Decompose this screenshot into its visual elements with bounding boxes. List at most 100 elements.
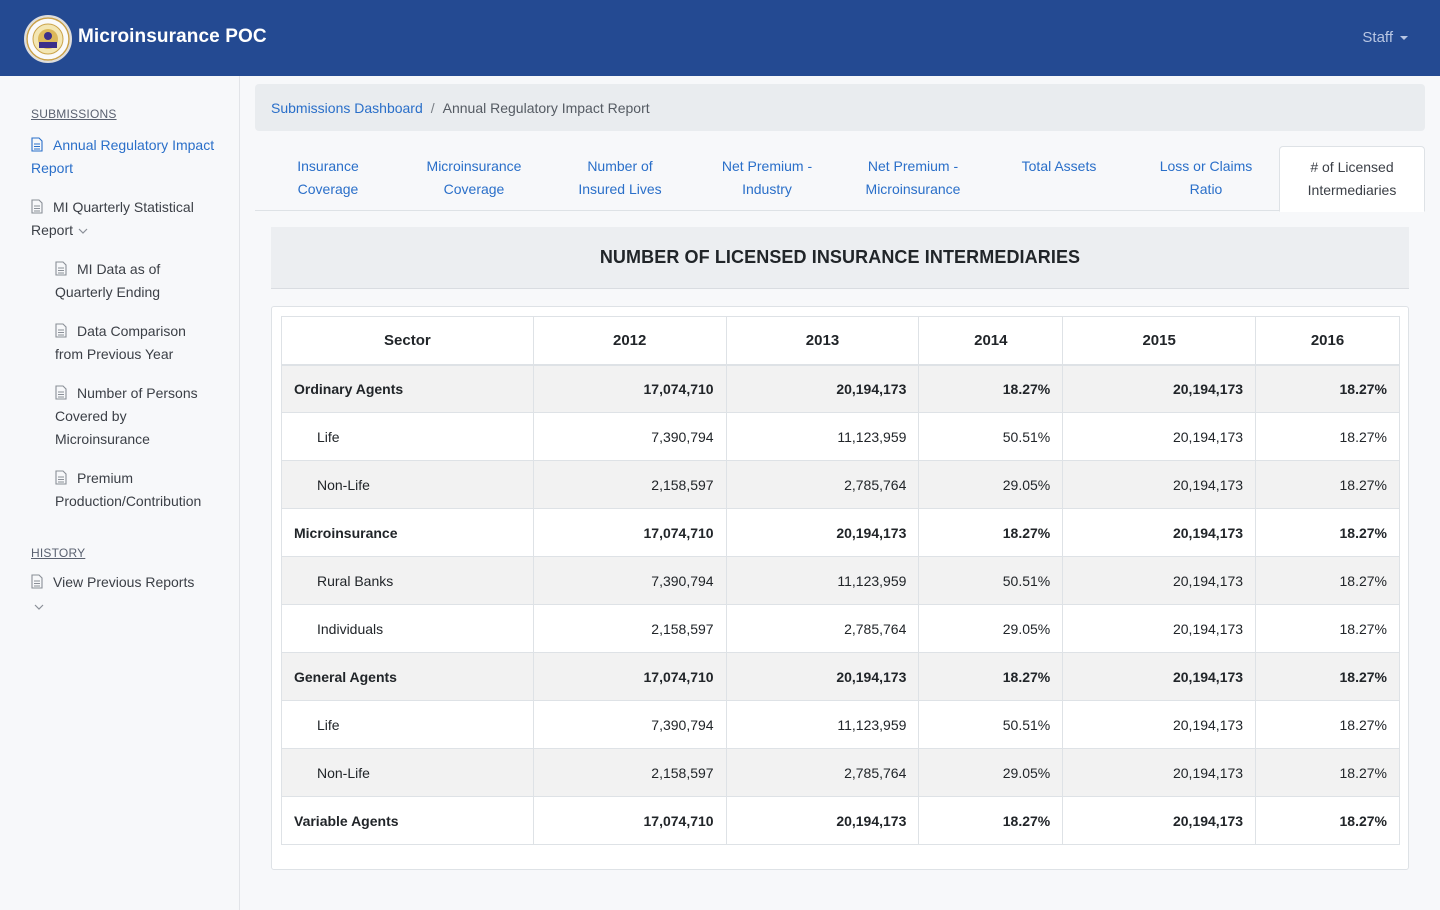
tab-insurance-coverage[interactable]: Insurance Coverage xyxy=(255,146,401,211)
sidebar-item-label: Number of Persons Covered by Microinsura… xyxy=(55,385,198,447)
table-cell: 2,158,597 xyxy=(532,748,727,797)
table-cell: 29.05% xyxy=(918,748,1064,797)
table-cell: 20,194,173 xyxy=(1062,748,1257,797)
tab-label-line2: Microinsurance xyxy=(865,181,961,197)
table-cell: 20,194,173 xyxy=(1062,604,1257,653)
table-cell: 18.27% xyxy=(1255,460,1400,509)
table-cell: 20,194,173 xyxy=(1062,652,1257,701)
sidebar-item-quarterly-report[interactable]: MI Quarterly Statistical Report xyxy=(31,196,221,242)
table-cell: 2,785,764 xyxy=(725,604,920,653)
tab-microinsurance-coverage[interactable]: Microinsurance Coverage xyxy=(401,146,547,211)
table-header-row: Sector 2012 2013 2014 2015 2016 xyxy=(281,316,1400,366)
table-cell: 7,390,794 xyxy=(532,556,727,605)
table-cell: 29.05% xyxy=(918,460,1064,509)
table-cell: 2,158,597 xyxy=(532,604,727,653)
user-menu-label: Staff xyxy=(1362,29,1393,46)
table-cell: Non-Life xyxy=(281,460,534,509)
table-cell: 50.51% xyxy=(918,556,1064,605)
tab-net-premium-industry[interactable]: Net Premium - Industry xyxy=(694,146,840,211)
table-cell: 17,074,710 xyxy=(532,652,727,701)
sidebar-item-label: MI Data as of Quarterly Ending xyxy=(55,261,161,300)
report-header: NUMBER OF LICENSED INSURANCE INTERMEDIAR… xyxy=(271,227,1409,289)
tab-label-line1: Insurance xyxy=(297,158,359,174)
column-header: 2016 xyxy=(1255,316,1400,366)
table-cell: Ordinary Agents xyxy=(281,364,534,413)
table-cell: 2,158,597 xyxy=(532,460,727,509)
table-row: Rural Banks 7,390,794 11,123,959 50.51% … xyxy=(281,556,1400,605)
column-header: Sector xyxy=(281,316,534,366)
table-cell: 18.27% xyxy=(1255,748,1400,797)
document-icon xyxy=(31,199,43,214)
table-row: Life 7,390,794 11,123,959 50.51% 20,194,… xyxy=(281,412,1400,461)
table-cell: 20,194,173 xyxy=(725,796,920,845)
sidebar-item-previous-reports[interactable]: View Previous Reports xyxy=(31,571,221,594)
table-cell: 17,074,710 xyxy=(532,508,727,557)
table-cell: 20,194,173 xyxy=(1062,412,1257,461)
document-icon xyxy=(55,261,67,276)
sidebar-item-persons-covered[interactable]: Number of Persons Covered by Microinsura… xyxy=(55,382,215,451)
chevron-down-icon[interactable] xyxy=(77,226,89,236)
document-icon xyxy=(55,385,67,400)
table-cell: General Agents xyxy=(281,652,534,701)
document-icon xyxy=(55,323,67,338)
table-cell: 18.27% xyxy=(1255,556,1400,605)
table-cell: 18.27% xyxy=(918,796,1064,845)
sidebar-item-annual-report[interactable]: Annual Regulatory Impact Report xyxy=(31,134,221,180)
table-cell: 50.51% xyxy=(918,412,1064,461)
tab-insured-lives[interactable]: Number of Insured Lives xyxy=(547,146,693,211)
app-title[interactable]: Microinsurance POC xyxy=(78,26,267,47)
breadcrumb-link-dashboard[interactable]: Submissions Dashboard xyxy=(271,99,423,116)
sidebar-item-premium-production[interactable]: Premium Production/Contribution xyxy=(55,467,225,513)
sidebar-item-label: MI Quarterly Statistical Report xyxy=(31,199,194,238)
table-cell: 20,194,173 xyxy=(1062,460,1257,509)
sidebar: SUBMISSIONS Annual Regulatory Impact Rep… xyxy=(0,76,240,910)
tab-label-line2: Ratio xyxy=(1189,181,1223,197)
report-title: NUMBER OF LICENSED INSURANCE INTERMEDIAR… xyxy=(599,247,1081,267)
table-cell: 18.27% xyxy=(1255,508,1400,557)
document-icon xyxy=(55,470,67,485)
seal-logo-icon[interactable] xyxy=(24,15,72,63)
tab-label-line1: Net Premium - xyxy=(721,158,813,174)
tab-loss-claims-ratio[interactable]: Loss or Claims Ratio xyxy=(1133,146,1279,211)
tab-label-line2: Industry xyxy=(742,181,792,197)
table-cell: 20,194,173 xyxy=(1062,508,1257,557)
column-header: 2012 xyxy=(532,316,727,366)
table-cell: 20,194,173 xyxy=(725,508,920,557)
table-cell: 20,194,173 xyxy=(1062,700,1257,749)
table-cell: Non-Life xyxy=(281,748,534,797)
table-cell: 11,123,959 xyxy=(725,412,920,461)
sidebar-item-label: Premium Production/Contribution xyxy=(55,470,202,509)
table-cell: 20,194,173 xyxy=(725,364,920,413)
tab-net-premium-microinsurance[interactable]: Net Premium - Microinsurance xyxy=(840,146,986,211)
caret-down-icon xyxy=(1400,35,1408,40)
table-cell: 18.27% xyxy=(918,508,1064,557)
table-cell: 20,194,173 xyxy=(1062,364,1257,413)
table-cell: Individuals xyxy=(281,604,534,653)
table-cell: 18.27% xyxy=(1255,796,1400,845)
chevron-down-icon[interactable] xyxy=(33,602,45,612)
table-cell: 20,194,173 xyxy=(1062,556,1257,605)
table-row: Life 7,390,794 11,123,959 50.51% 20,194,… xyxy=(281,700,1400,749)
table-cell: 50.51% xyxy=(918,700,1064,749)
tab-label-line2: Coverage xyxy=(443,181,505,197)
table-cell: 20,194,173 xyxy=(725,652,920,701)
top-navbar: Microinsurance POC Staff xyxy=(0,0,1440,76)
sidebar-item-data-comparison[interactable]: Data Comparison from Previous Year xyxy=(55,320,215,366)
intermediaries-table: Sector 2012 2013 2014 2015 2016 Ordinary… xyxy=(281,316,1400,845)
sidebar-item-mi-data[interactable]: MI Data as of Quarterly Ending xyxy=(55,258,215,304)
tab-label-line1: Number of xyxy=(587,158,653,174)
sidebar-heading-history: HISTORY xyxy=(31,546,86,560)
table-cell: 20,194,173 xyxy=(1062,796,1257,845)
main-content: Submissions Dashboard / Annual Regulator… xyxy=(240,76,1440,910)
table-cell: 18.27% xyxy=(918,364,1064,413)
breadcrumb-current: Annual Regulatory Impact Report xyxy=(442,99,650,116)
table-cell: 2,785,764 xyxy=(725,748,920,797)
tab-licensed-intermediaries[interactable]: # of Licensed Intermediaries xyxy=(1279,146,1425,212)
tab-label-line2: Coverage xyxy=(297,181,359,197)
sidebar-item-label: Data Comparison from Previous Year xyxy=(55,323,186,362)
tab-total-assets[interactable]: Total Assets xyxy=(986,146,1132,211)
table-cell: Rural Banks xyxy=(281,556,534,605)
table-row: Variable Agents 17,074,710 20,194,173 18… xyxy=(281,796,1400,845)
table-cell: 7,390,794 xyxy=(532,700,727,749)
user-menu[interactable]: Staff xyxy=(1362,29,1408,46)
